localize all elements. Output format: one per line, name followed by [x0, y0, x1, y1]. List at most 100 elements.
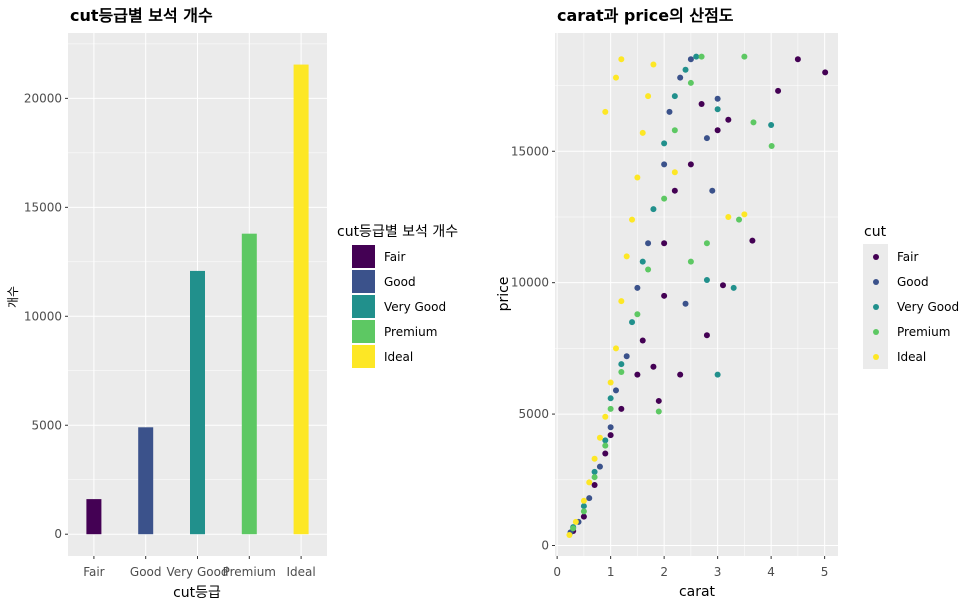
scatter-point-good [612, 387, 619, 394]
scatter-point-premium [580, 508, 587, 515]
scatter-point-very-good [580, 503, 587, 510]
scatter-point-good [596, 463, 603, 470]
bar-legend-label: Fair [384, 250, 405, 264]
scatter-point-ideal [566, 531, 573, 538]
bar-fair [86, 499, 102, 535]
scatter-point-premium [607, 405, 614, 412]
scatter-point-fair [822, 69, 829, 76]
bar-x-tick-label: Very Good [166, 565, 228, 579]
scatter-legend: cut Fair Good Very Good Premium Ideal [863, 224, 959, 369]
scatter-point-ideal [591, 455, 598, 462]
scatter-point-ideal [618, 56, 625, 63]
scatter-point-ideal [607, 379, 614, 386]
bar-y-tick-labels: 0 5000 10000 15000 20000 [24, 91, 68, 541]
bar-premium [241, 233, 257, 535]
scatter-gridlines [555, 33, 838, 556]
scatter-chart: carat과 price의 산점도 0 5000 10000 15000 0 1 2 3 4 5… [496, 6, 959, 600]
scatter-point-fair [677, 371, 684, 378]
scatter-point-fair [714, 127, 721, 134]
scatter-point-good [714, 95, 721, 102]
scatter-point-good [682, 300, 689, 307]
scatter-point-fair [639, 337, 646, 344]
scatter-point-premium [661, 195, 668, 202]
scatter-point-premium [736, 216, 743, 223]
scatter-y-axis-label: price [496, 277, 512, 312]
scatter-legend-label: Good [897, 275, 929, 289]
scatter-plot-panel [555, 33, 838, 556]
scatter-point-very-good [591, 468, 598, 475]
scatter-point-premium [741, 53, 748, 60]
bar-x-tick-label: Ideal [286, 565, 315, 579]
scatter-point-good [661, 161, 668, 168]
scatter-legend-key-fair [873, 254, 879, 260]
scatter-point-ideal [602, 108, 609, 115]
scatter-point-fair [634, 371, 641, 378]
bar-legend-label: Very Good [384, 300, 446, 314]
scatter-point-fair [602, 450, 609, 457]
scatter-legend-key-very-good [873, 304, 879, 310]
scatter-point-premium [645, 266, 652, 273]
bar-legend-key-fair [352, 245, 375, 268]
scatter-point-premium [687, 79, 694, 86]
scatter-legend-title: cut [864, 224, 887, 240]
scatter-point-premium [655, 408, 662, 415]
bar-x-axis-label: cut등급 [173, 585, 221, 601]
scatter-point-very-good [693, 53, 700, 60]
bar-x-tick-label: Good [130, 565, 162, 579]
scatter-point-ideal [612, 74, 619, 81]
scatter-point-premium [634, 311, 641, 318]
bar-y-tick-label: 5000 [31, 418, 62, 432]
scatter-y-tick-label: 15000 [511, 144, 549, 158]
scatter-point-ideal [623, 253, 630, 260]
bar-marks [86, 64, 309, 535]
scatter-point-good [677, 74, 684, 81]
scatter-y-tick-label: 0 [541, 538, 549, 552]
scatter-point-premium [768, 143, 775, 150]
scatter-point-ideal [612, 345, 619, 352]
scatter-chart-title: carat과 price의 산점도 [557, 6, 734, 25]
scatter-point-fair [725, 116, 732, 123]
scatter-x-tick-label: 3 [714, 565, 722, 579]
scatter-point-good [703, 135, 710, 142]
scatter-point-good [634, 284, 641, 291]
scatter-point-ideal [580, 497, 587, 504]
scatter-point-ideal [741, 211, 748, 218]
scatter-point-premium [687, 258, 694, 265]
scatter-point-fair [687, 161, 694, 168]
scatter-point-fair [591, 482, 598, 489]
scatter-legend-label: Fair [897, 250, 918, 264]
bar-ideal [293, 64, 309, 535]
scatter-point-very-good [714, 371, 721, 378]
bar-legend-label: Ideal [384, 350, 413, 364]
scatter-point-ideal [639, 129, 646, 136]
bar-legend-key-very-good [352, 295, 375, 318]
scatter-point-premium [591, 474, 598, 481]
scatter-x-tick-labels: 0 1 2 3 4 5 [553, 556, 828, 579]
scatter-point-fair [794, 56, 801, 63]
bar-y-tick-label: 20000 [24, 91, 62, 105]
bar-legend-key-good [352, 270, 375, 293]
scatter-x-tick-label: 0 [553, 565, 561, 579]
scatter-point-very-good [671, 93, 678, 100]
scatter-point-very-good [607, 395, 614, 402]
scatter-point-ideal [596, 434, 603, 441]
bar-legend-label: Premium [384, 325, 437, 339]
bar-y-tick-label: 10000 [24, 309, 62, 323]
scatter-point-ideal [645, 93, 652, 100]
scatter-point-fair [698, 100, 705, 107]
bar-legend-key-premium [352, 320, 375, 343]
scatter-point-premium [618, 369, 625, 376]
scatter-point-fair [749, 237, 756, 244]
scatter-legend-key-good [873, 279, 879, 285]
scatter-point-good [709, 187, 716, 194]
bar-chart: cut등급별 보석 개수 0 5000 10000 15000 20000 Fair Go… [6, 6, 458, 601]
scatter-point-very-good [629, 319, 636, 326]
scatter-y-tick-label: 10000 [511, 276, 549, 290]
bar-y-tick-label: 0 [54, 527, 62, 541]
scatter-point-very-good [639, 258, 646, 265]
scatter-point-ideal [634, 174, 641, 181]
bar-legend-title: cut등급별 보석 개수 [337, 224, 458, 240]
scatter-point-premium [750, 119, 757, 126]
scatter-point-premium [698, 53, 705, 60]
